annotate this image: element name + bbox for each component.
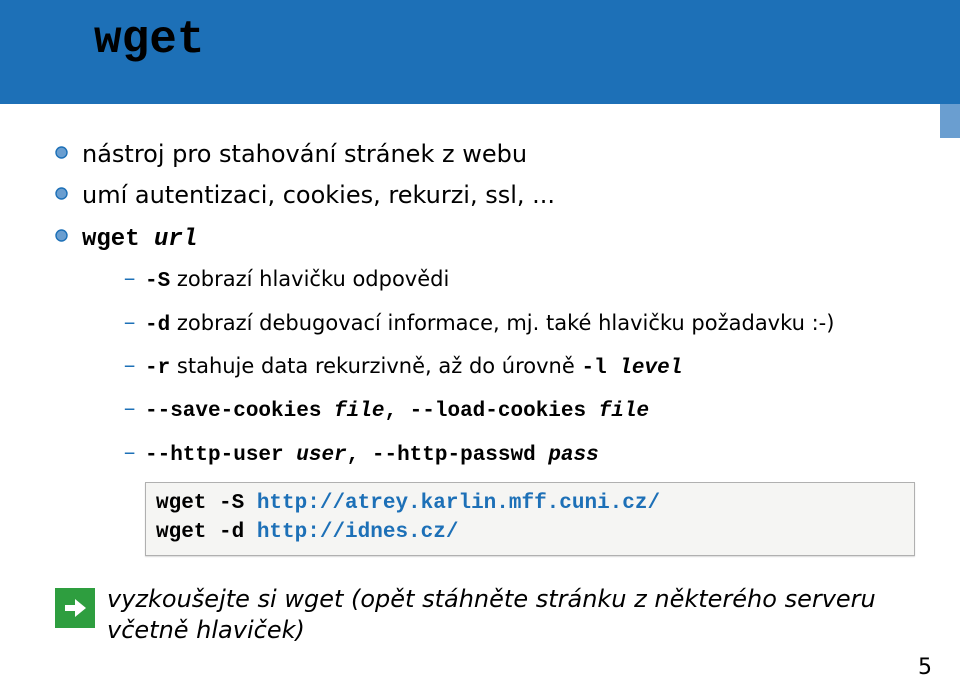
- sub-text: --http-user user, --http-passwd pass: [145, 439, 599, 470]
- desc: stahuje data rekurzivně, až do úrovně: [170, 354, 581, 378]
- dash-icon: –: [123, 310, 145, 339]
- url: http://idnes.cz/: [257, 521, 459, 544]
- arrow-right-icon: [55, 588, 95, 628]
- sub-item: – -r stahuje data rekurzivně, až do úrov…: [123, 352, 905, 383]
- cmd: wget -S: [156, 492, 257, 515]
- arg: file: [599, 400, 649, 423]
- sep: ,: [347, 444, 372, 467]
- arg: pass: [548, 444, 598, 467]
- bullet-icon: [55, 146, 68, 159]
- cmd: wget -d: [156, 521, 257, 544]
- code-line: wget -S http://atrey.karlin.mff.cuni.cz/: [156, 489, 904, 518]
- flag: -S: [145, 270, 170, 293]
- flag: -r: [145, 357, 170, 380]
- arg: file: [334, 400, 384, 423]
- sub-text: -S zobrazí hlavičku odpovědi: [145, 265, 449, 296]
- sub-item: – --http-user user, --http-passwd pass: [123, 439, 905, 470]
- bullet-text: nástroj pro stahování stránek z webu: [82, 138, 527, 170]
- flag: --load-cookies: [410, 400, 599, 423]
- sub-text: -r stahuje data rekurzivně, až do úrovně…: [145, 352, 682, 383]
- content-area: nástroj pro stahování stránek z webu umí…: [55, 138, 905, 556]
- arg: level: [619, 357, 682, 380]
- sub-list: – -S zobrazí hlavičku odpovědi – -d zobr…: [123, 265, 905, 470]
- code-line: wget -d http://idnes.cz/: [156, 518, 904, 547]
- dash-icon: –: [123, 353, 145, 382]
- side-accent: [940, 104, 960, 138]
- code-example-box: wget -S http://atrey.karlin.mff.cuni.cz/…: [145, 482, 915, 556]
- footer-note: vyzkoušejte si wget (opět stáhněte strán…: [55, 584, 907, 646]
- flag: -d: [145, 314, 170, 337]
- sub-text: -d zobrazí debugovací informace, mj. tak…: [145, 309, 834, 340]
- flag: --save-cookies: [145, 400, 334, 423]
- bullet-item: nástroj pro stahování stránek z webu: [55, 138, 905, 170]
- cmd-arg: url: [154, 226, 197, 253]
- sub-item: – -S zobrazí hlavičku odpovědi: [123, 265, 905, 296]
- bullet-icon: [55, 187, 68, 200]
- bullet-item: umí autentizaci, cookies, rekurzi, ssl, …: [55, 179, 905, 211]
- url: http://atrey.karlin.mff.cuni.cz/: [257, 492, 660, 515]
- desc: zobrazí hlavičku odpovědi: [170, 267, 449, 291]
- bullet-text: wget url: [82, 221, 197, 256]
- bullet-icon: [55, 229, 68, 242]
- sub-item: – --save-cookies file, --load-cookies fi…: [123, 395, 905, 426]
- sep: ,: [384, 400, 409, 423]
- flag: -l: [581, 357, 619, 380]
- flag: --http-user: [145, 444, 296, 467]
- flag: --http-passwd: [372, 444, 548, 467]
- dash-icon: –: [123, 266, 145, 295]
- desc: zobrazí debugovací informace, mj. také h…: [170, 311, 834, 335]
- sub-item: – -d zobrazí debugovací informace, mj. t…: [123, 309, 905, 340]
- bullet-item: wget url: [55, 221, 905, 256]
- dash-icon: –: [123, 440, 145, 469]
- footer-text: vyzkoušejte si wget (opět stáhněte strán…: [107, 584, 907, 646]
- arg: user: [296, 444, 346, 467]
- bullet-text: umí autentizaci, cookies, rekurzi, ssl, …: [82, 179, 555, 211]
- page-number: 5: [918, 655, 932, 680]
- slide-title: wget: [94, 14, 204, 66]
- dash-icon: –: [123, 396, 145, 425]
- cmd-name: wget: [82, 226, 154, 253]
- sub-text: --save-cookies file, --load-cookies file: [145, 395, 649, 426]
